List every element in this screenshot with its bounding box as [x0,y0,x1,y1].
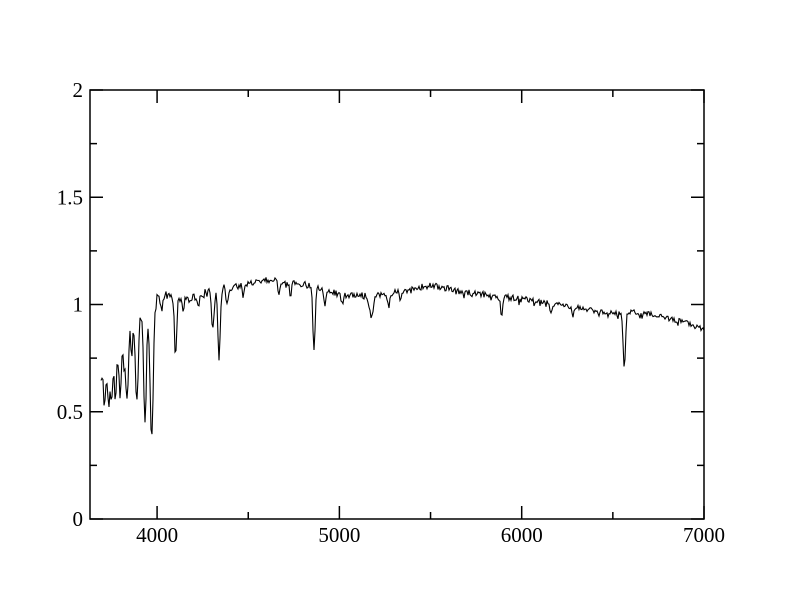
x-tick-label: 6000 [501,523,543,547]
x-tick-label: 4000 [136,523,178,547]
x-tick-label: 7000 [683,523,725,547]
x-tick-labels: 4000 5000 6000 7000 [136,523,725,547]
spectrum-line [100,276,705,435]
y-tick-labels: 0 0.5 1 1.5 2 [57,78,83,531]
axis-ticks [90,89,705,520]
y-tick-label: 1.5 [57,185,83,209]
y-tick-label: 0.5 [57,400,83,424]
x-tick-label: 5000 [318,523,360,547]
y-tick-label: 1 [73,293,84,317]
y-tick-label: 2 [73,78,84,102]
y-tick-label: 0 [73,507,84,531]
